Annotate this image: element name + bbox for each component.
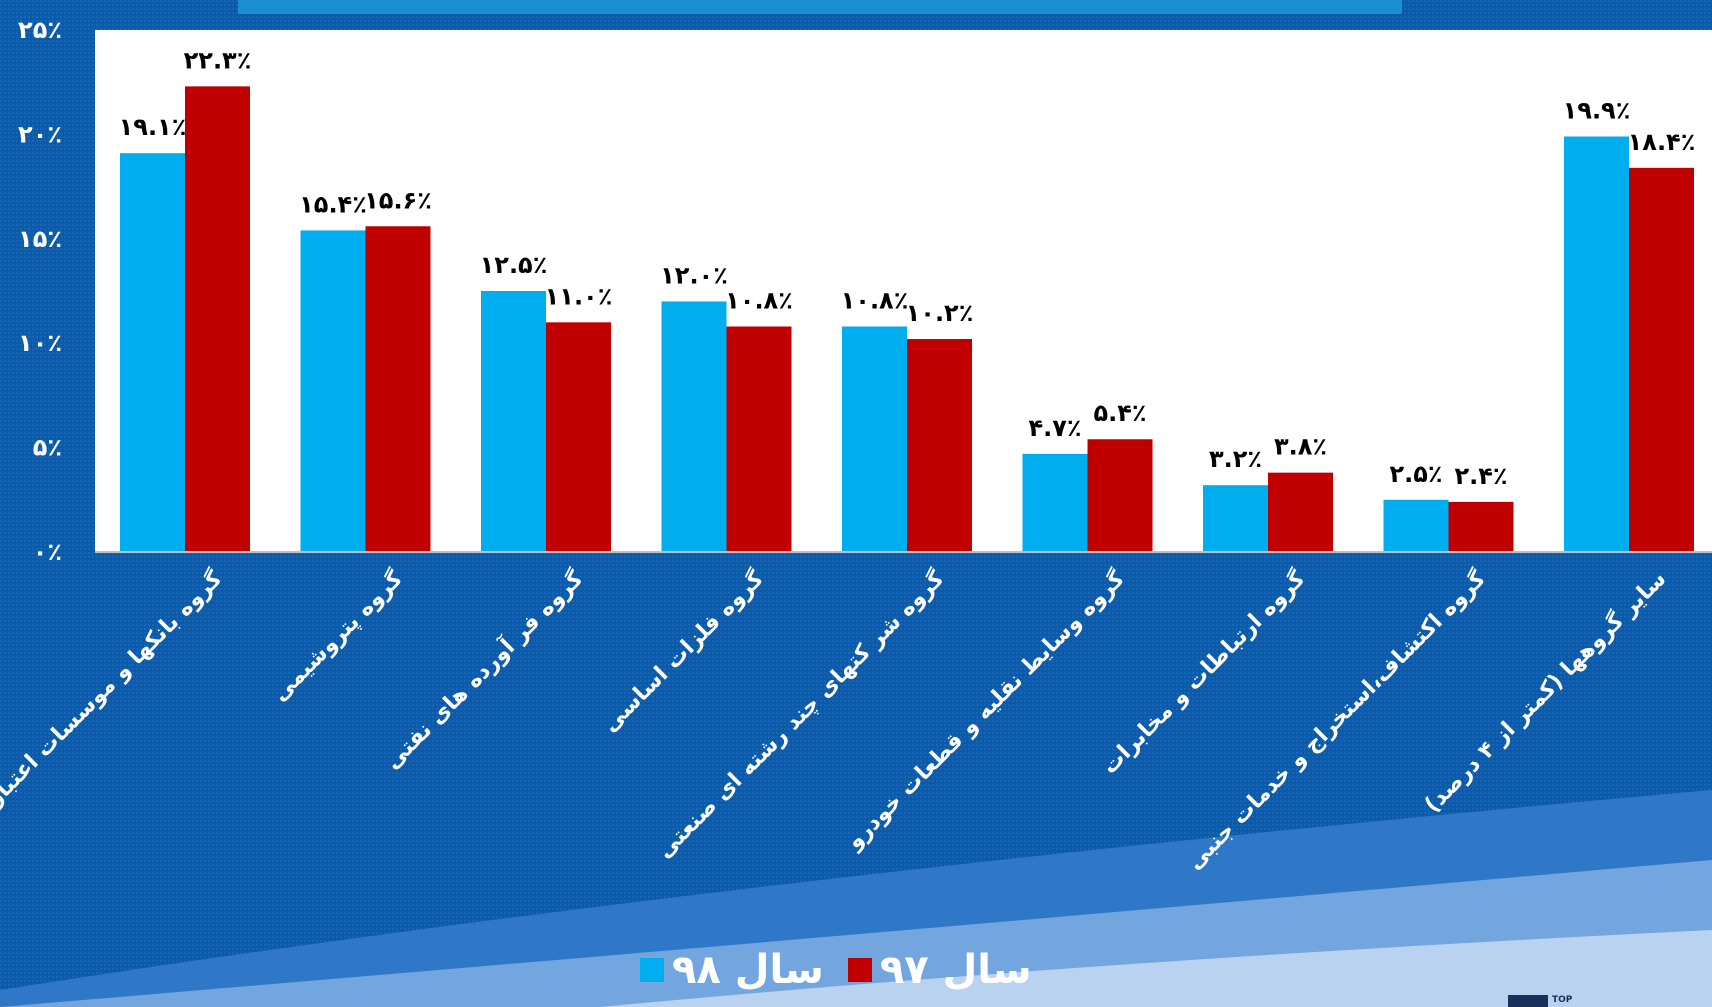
legend: سال ۹۸ سال ۹۷ xyxy=(640,945,1056,995)
bar-value-label: ۱۵.۴٪ xyxy=(299,190,367,218)
y-tick-label: ۰٪ xyxy=(33,538,62,566)
y-tick-label: ۲۵٪ xyxy=(18,16,62,44)
legend-label-97: سال ۹۷ xyxy=(879,947,1032,993)
category-label: گروه فلزات اساسی xyxy=(597,565,769,737)
bar-98 xyxy=(1564,136,1629,552)
bar-97 xyxy=(726,326,792,552)
bar-98 xyxy=(120,153,185,552)
title-bar-strip xyxy=(238,0,1402,14)
corner-logo xyxy=(1508,995,1548,1007)
bar-value-label: ۱۲.۰٪ xyxy=(660,261,728,289)
legend-swatch-97 xyxy=(847,958,872,982)
bar-value-label: ۱۹.۱٪ xyxy=(119,113,187,141)
bar-value-label: ۳.۲٪ xyxy=(1209,445,1262,473)
legend-item-97: سال ۹۷ xyxy=(847,947,1032,993)
bar-value-label: ۱۵.۶٪ xyxy=(364,186,432,214)
category-label: گروه پتروشیمی xyxy=(266,565,408,707)
category-labels: گروه بانکها و موسسات اعتباری گروه پتروشیم… xyxy=(0,564,1671,875)
bars xyxy=(120,86,1694,553)
category-label: گروه شر کتهای چند رشته ای صنعتی xyxy=(651,565,949,863)
bar-98 xyxy=(1022,453,1088,552)
bar-value-label: ۱۰.۸٪ xyxy=(841,286,909,314)
legend-label-98: سال ۹۸ xyxy=(672,947,824,993)
bar-value-label: ۱۰.۸٪ xyxy=(725,286,793,314)
category-label: گروه اکتشاف،استخراج و خدمات جنبی xyxy=(1181,565,1491,875)
corner-logo-text: TOP xyxy=(1552,995,1573,1005)
bar-value-label: ۴.۷٪ xyxy=(1028,414,1081,442)
bar-98 xyxy=(481,291,546,552)
y-tick-label: ۲۰٪ xyxy=(18,120,62,148)
bar-value-label: ۵.۴٪ xyxy=(1093,399,1146,427)
bar-value-label: ۳.۸٪ xyxy=(1274,433,1327,461)
bar-98 xyxy=(661,301,727,552)
bar-97 xyxy=(1629,167,1694,553)
bar-value-label: ۱۸.۴٪ xyxy=(1628,128,1696,156)
bar-value-label: ۱۹.۹٪ xyxy=(1563,96,1631,124)
bar-98 xyxy=(300,230,366,552)
category-label: گروه وسایط نقلیه و قطعات خودرو xyxy=(840,565,1130,855)
bar-value-label: ۲.۵٪ xyxy=(1389,460,1442,488)
y-tick-label: ۵٪ xyxy=(33,434,62,462)
background-wave-3 xyxy=(600,930,1712,1007)
bar-value-label: ۲.۴٪ xyxy=(1454,462,1507,490)
value-labels: ۱۹.۱٪۲۲.۳٪۱۵.۴٪۱۵.۶٪۱۲.۵٪۱۱.۰٪۱۲.۰٪۱۰.۸٪… xyxy=(119,46,1696,490)
bar-value-label: ۱۰.۲٪ xyxy=(906,299,974,327)
bar-97 xyxy=(907,339,972,552)
bar-97 xyxy=(1448,501,1514,552)
category-label: گروه ارتباطات و مخابرات xyxy=(1096,565,1310,779)
bar-97 xyxy=(1087,439,1153,552)
y-axis: ۰٪ ۵٪ ۱۰٪ ۱۵٪ ۲۰٪ ۲۵٪ xyxy=(18,16,62,566)
y-tick-label: ۱۰٪ xyxy=(18,329,62,357)
y-tick-label: ۱۵٪ xyxy=(18,225,62,253)
bar-98 xyxy=(1383,499,1449,552)
bar-97 xyxy=(1268,472,1333,552)
category-label: گروه فر آورده های نفتی xyxy=(378,564,588,774)
legend-swatch-98 xyxy=(640,958,664,982)
bar-98 xyxy=(842,326,907,552)
bar-value-label: ۱۲.۵٪ xyxy=(480,251,548,279)
bar-97 xyxy=(365,226,431,552)
bar-value-label: ۱۱.۰٪ xyxy=(545,282,613,310)
bar-value-label: ۲۲.۳٪ xyxy=(184,46,252,74)
bar-97 xyxy=(185,86,250,552)
bar-98 xyxy=(1203,485,1268,552)
legend-item-98: سال ۹۸ xyxy=(640,947,824,993)
category-label: گروه بانکها و موسسات اعتباری xyxy=(0,565,227,826)
bar-97 xyxy=(546,322,611,552)
